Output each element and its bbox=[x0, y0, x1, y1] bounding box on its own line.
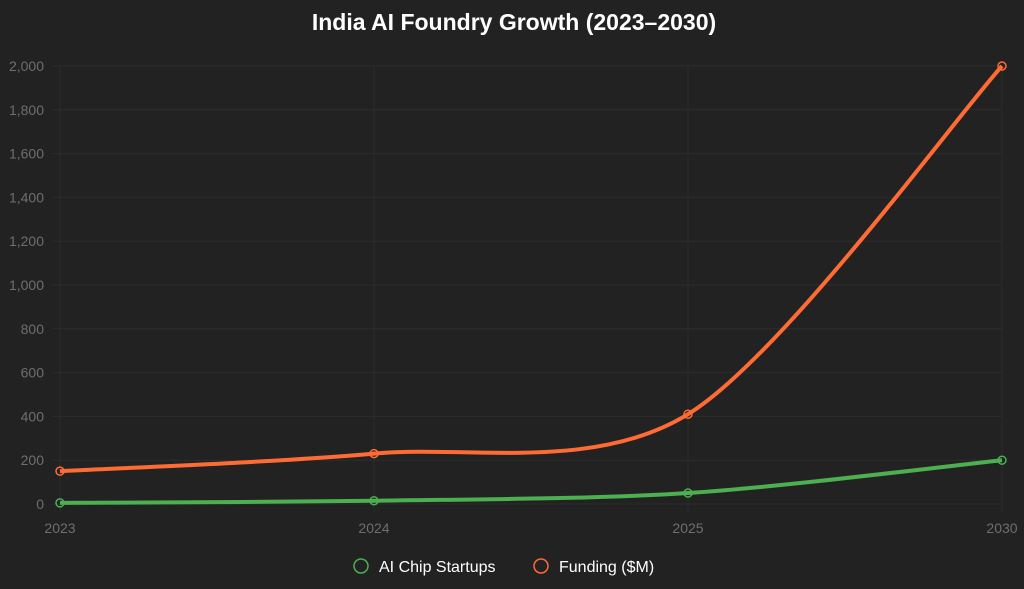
data-point-funding-m bbox=[997, 61, 1007, 71]
y-tick-label: 400 bbox=[21, 408, 45, 424]
series-group bbox=[55, 61, 1007, 508]
grid bbox=[52, 65, 1003, 512]
y-tick-label: 1,000 bbox=[9, 277, 44, 293]
x-tick-label: 2024 bbox=[358, 520, 389, 536]
data-point-funding-m bbox=[369, 448, 379, 459]
data-point-ai-chip-startups bbox=[55, 498, 65, 508]
y-tick-label: 2,000 bbox=[9, 58, 44, 74]
y-tick-label: 800 bbox=[21, 321, 45, 337]
chart-title: India AI Foundry Growth (2023–2030) bbox=[312, 9, 716, 35]
data-point-ai-chip-startups bbox=[369, 495, 379, 506]
y-tick-label: 200 bbox=[21, 452, 45, 468]
x-axis: 2023 2024 2025 2030 bbox=[44, 520, 1017, 536]
x-tick-label: 2030 bbox=[986, 520, 1017, 536]
y-tick-label: 600 bbox=[21, 365, 45, 381]
y-tick-label: 1,200 bbox=[9, 233, 44, 249]
data-point-ai-chip-startups bbox=[683, 488, 693, 498]
data-point-funding-m bbox=[55, 466, 65, 476]
legend-label: AI Chip Startups bbox=[379, 559, 496, 576]
data-point-ai-chip-startups bbox=[997, 455, 1007, 465]
y-tick-label: 1,600 bbox=[9, 146, 44, 162]
x-tick-label: 2023 bbox=[44, 520, 75, 536]
legend-marker-icon bbox=[353, 558, 369, 574]
y-axis: 0 200 400 600 800 1,000 1,200 1,400 1,600 1,800 2,… bbox=[9, 58, 44, 512]
legend-label: Funding ($M) bbox=[559, 559, 654, 576]
series-line-ai-chip-startups bbox=[59, 458, 1003, 505]
series-line-funding-m bbox=[59, 64, 1004, 474]
y-tick-label: 1,400 bbox=[9, 189, 44, 205]
x-tick-label: 2025 bbox=[672, 520, 703, 536]
y-tick-label: 1,800 bbox=[9, 102, 44, 118]
legend-marker-icon bbox=[533, 558, 549, 574]
data-point-funding-m bbox=[683, 409, 693, 419]
y-tick-label: 0 bbox=[36, 496, 44, 512]
legend: AI Chip Startups Funding ($M) bbox=[353, 558, 654, 576]
